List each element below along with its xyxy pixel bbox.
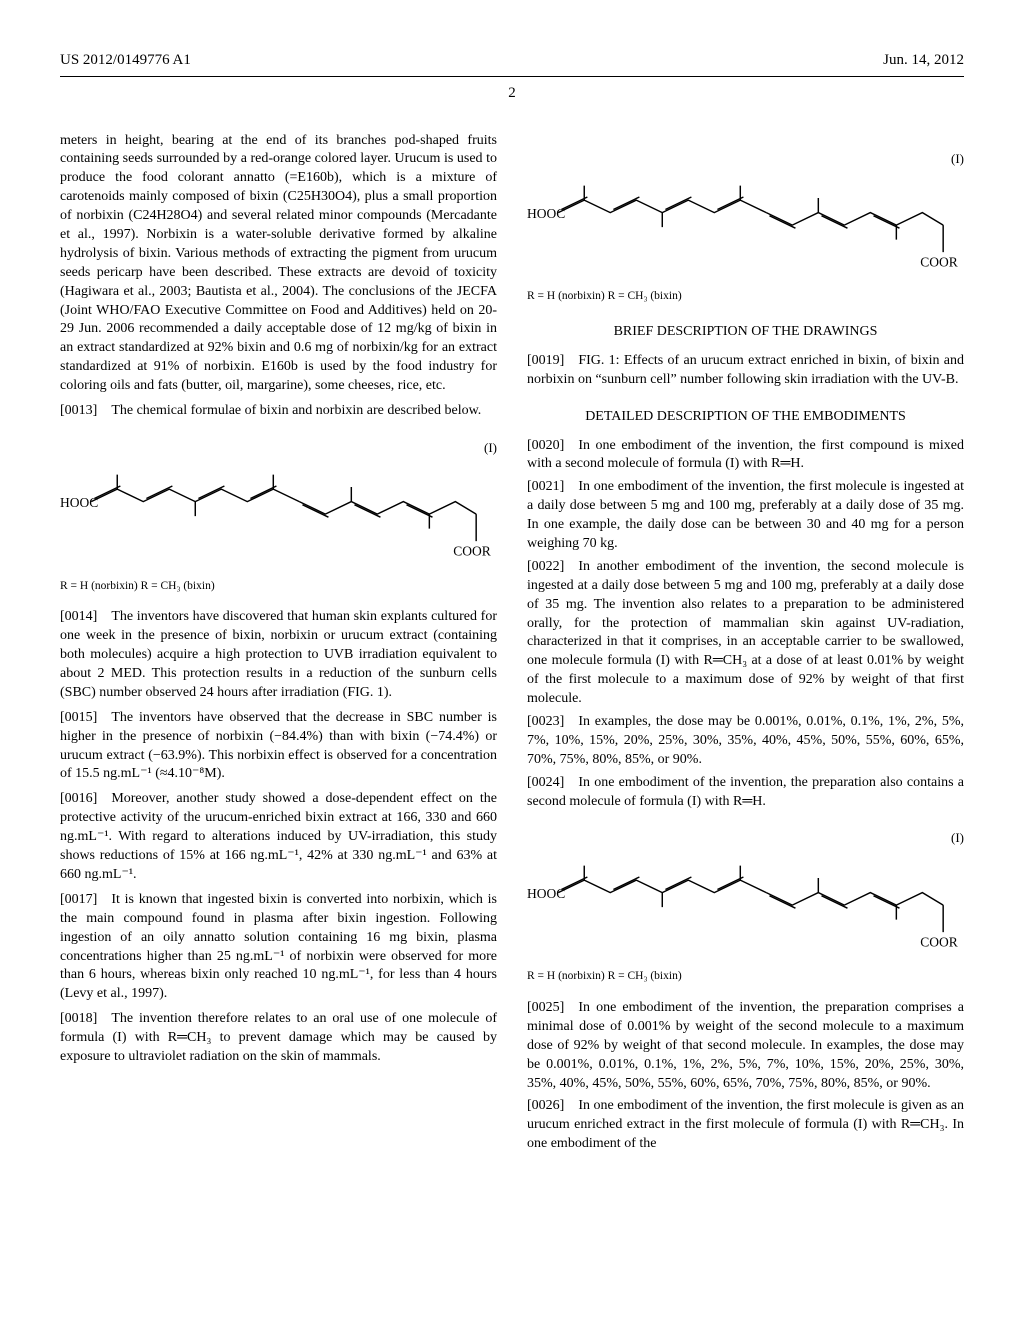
chemical-structure-2: (I) HOOC COOR R = H (norbixin) R = CH₃ (… bbox=[527, 150, 964, 306]
paragraph-0021: [0021] In one embodiment of the inventio… bbox=[527, 478, 964, 554]
chemical-caption-3: R = H (norbixin) R = CH₃ (bixin) bbox=[527, 969, 964, 985]
header-rule bbox=[60, 76, 964, 77]
paragraph-0013: [0013] The chemical formulae of bixin an… bbox=[60, 402, 497, 421]
paragraph-0017: [0017] It is known that ingested bixin i… bbox=[60, 891, 497, 1004]
chemical-structure-3: (I) HOOC COOR R = H (norbixin) R = CH₃ (… bbox=[527, 829, 964, 985]
paragraph-0016: [0016] Moreover, another study showed a … bbox=[60, 790, 497, 884]
page-header: US 2012/0149776 A1 Jun. 14, 2012 bbox=[60, 50, 964, 70]
paragraph-continuation: meters in height, bearing at the end of … bbox=[60, 132, 497, 396]
hooc-label: HOOC bbox=[527, 886, 565, 901]
paragraph-0015: [0015] The inventors have observed that … bbox=[60, 709, 497, 785]
coor-label: COOR bbox=[920, 255, 958, 270]
paragraph-0020: [0020] In one embodiment of the inventio… bbox=[527, 437, 964, 475]
chemical-structure-1: (I) HOOC COOR R = H (norbixin) R = CH₃ (… bbox=[60, 439, 497, 595]
molecule-diagram-icon: HOOC COOR bbox=[60, 460, 497, 574]
equation-number-3: (I) bbox=[527, 829, 964, 847]
paragraph-0023: [0023] In examples, the dose may be 0.00… bbox=[527, 713, 964, 770]
body-columns: meters in height, bearing at the end of … bbox=[60, 132, 964, 1155]
coor-label: COOR bbox=[453, 544, 491, 559]
page-number: 2 bbox=[60, 83, 964, 103]
equation-number: (I) bbox=[60, 439, 497, 457]
publication-date: Jun. 14, 2012 bbox=[883, 50, 964, 70]
paragraph-0024: [0024] In one embodiment of the inventio… bbox=[527, 774, 964, 812]
molecule-diagram-icon: HOOC COOR bbox=[527, 851, 964, 965]
paragraph-0022: [0022] In another embodiment of the inve… bbox=[527, 558, 964, 709]
hooc-label: HOOC bbox=[60, 495, 98, 510]
coor-label: COOR bbox=[920, 935, 958, 950]
equation-number-2: (I) bbox=[527, 150, 964, 168]
hooc-label: HOOC bbox=[527, 206, 565, 221]
molecule-diagram-icon: HOOC COOR bbox=[527, 171, 964, 285]
chemical-caption: R = H (norbixin) R = CH₃ (bixin) bbox=[60, 579, 497, 595]
paragraph-0018: [0018] The invention therefore relates t… bbox=[60, 1010, 497, 1067]
paragraph-0014: [0014] The inventors have discovered tha… bbox=[60, 608, 497, 702]
paragraph-0026: [0026] In one embodiment of the inventio… bbox=[527, 1097, 964, 1154]
publication-number: US 2012/0149776 A1 bbox=[60, 50, 191, 70]
section-title-drawings: BRIEF DESCRIPTION OF THE DRAWINGS bbox=[527, 323, 964, 342]
paragraph-0025: [0025] In one embodiment of the inventio… bbox=[527, 999, 964, 1093]
chemical-caption-2: R = H (norbixin) R = CH₃ (bixin) bbox=[527, 289, 964, 305]
paragraph-0019: [0019] FIG. 1: Effects of an urucum extr… bbox=[527, 352, 964, 390]
section-title-detailed: DETAILED DESCRIPTION OF THE EMBODIMENTS bbox=[527, 408, 964, 427]
